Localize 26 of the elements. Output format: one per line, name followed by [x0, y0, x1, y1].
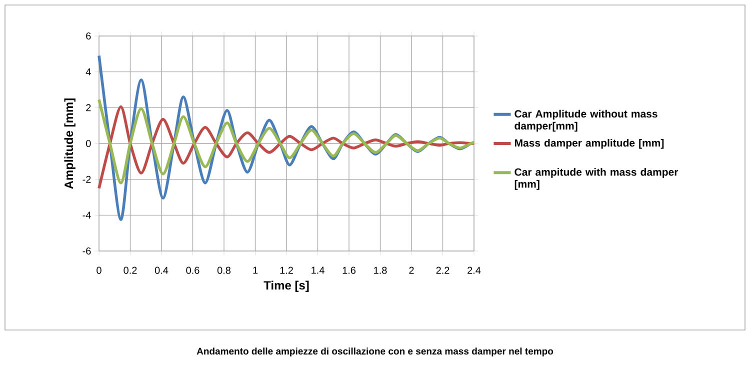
x-tick-label: 0.8 — [217, 266, 231, 274]
x-axis-title: Time [s] — [264, 280, 309, 292]
y-tick-label: 4 — [86, 68, 91, 76]
text: Andamento delle ampiezze di oscillazione con e senza mass damper nel tempo — [196, 348, 554, 356]
y-tick-label: -6 — [82, 247, 91, 255]
x-tick-label: 1.2 — [280, 266, 293, 274]
x-tick-label: 1 — [253, 266, 258, 274]
x-tick-label: 2.2 — [436, 266, 450, 274]
x-tick-label: 1.6 — [342, 266, 356, 274]
x-tick-label: 1.4 — [312, 266, 324, 274]
legend-label: Mass damper amplitude [mm] — [514, 138, 664, 149]
x-tick-label: 1.8 — [374, 266, 387, 274]
x-tick-label: 2 — [409, 266, 414, 274]
x-tick-label: 2.4 — [468, 266, 481, 274]
y-tick-label: 0 — [86, 140, 91, 148]
x-tick-label: 0.4 — [154, 266, 168, 274]
y-tick-label: -4 — [82, 212, 91, 219]
y-tick-label: 2 — [86, 104, 91, 112]
x-tick-label: 0.2 — [124, 266, 137, 274]
legend-label: Car ampitude with mass damper [mm] — [514, 168, 678, 190]
legend-label: Car Amplitude without mass damper[mm] — [514, 110, 658, 132]
x-tick-label: 0.6 — [186, 266, 200, 274]
x-tick-label: 0 — [96, 266, 102, 274]
y-tick-label: 6 — [86, 32, 91, 40]
y-tick-label: -2 — [82, 176, 91, 183]
y-axis-title: Amplitude [mm] — [64, 98, 76, 189]
